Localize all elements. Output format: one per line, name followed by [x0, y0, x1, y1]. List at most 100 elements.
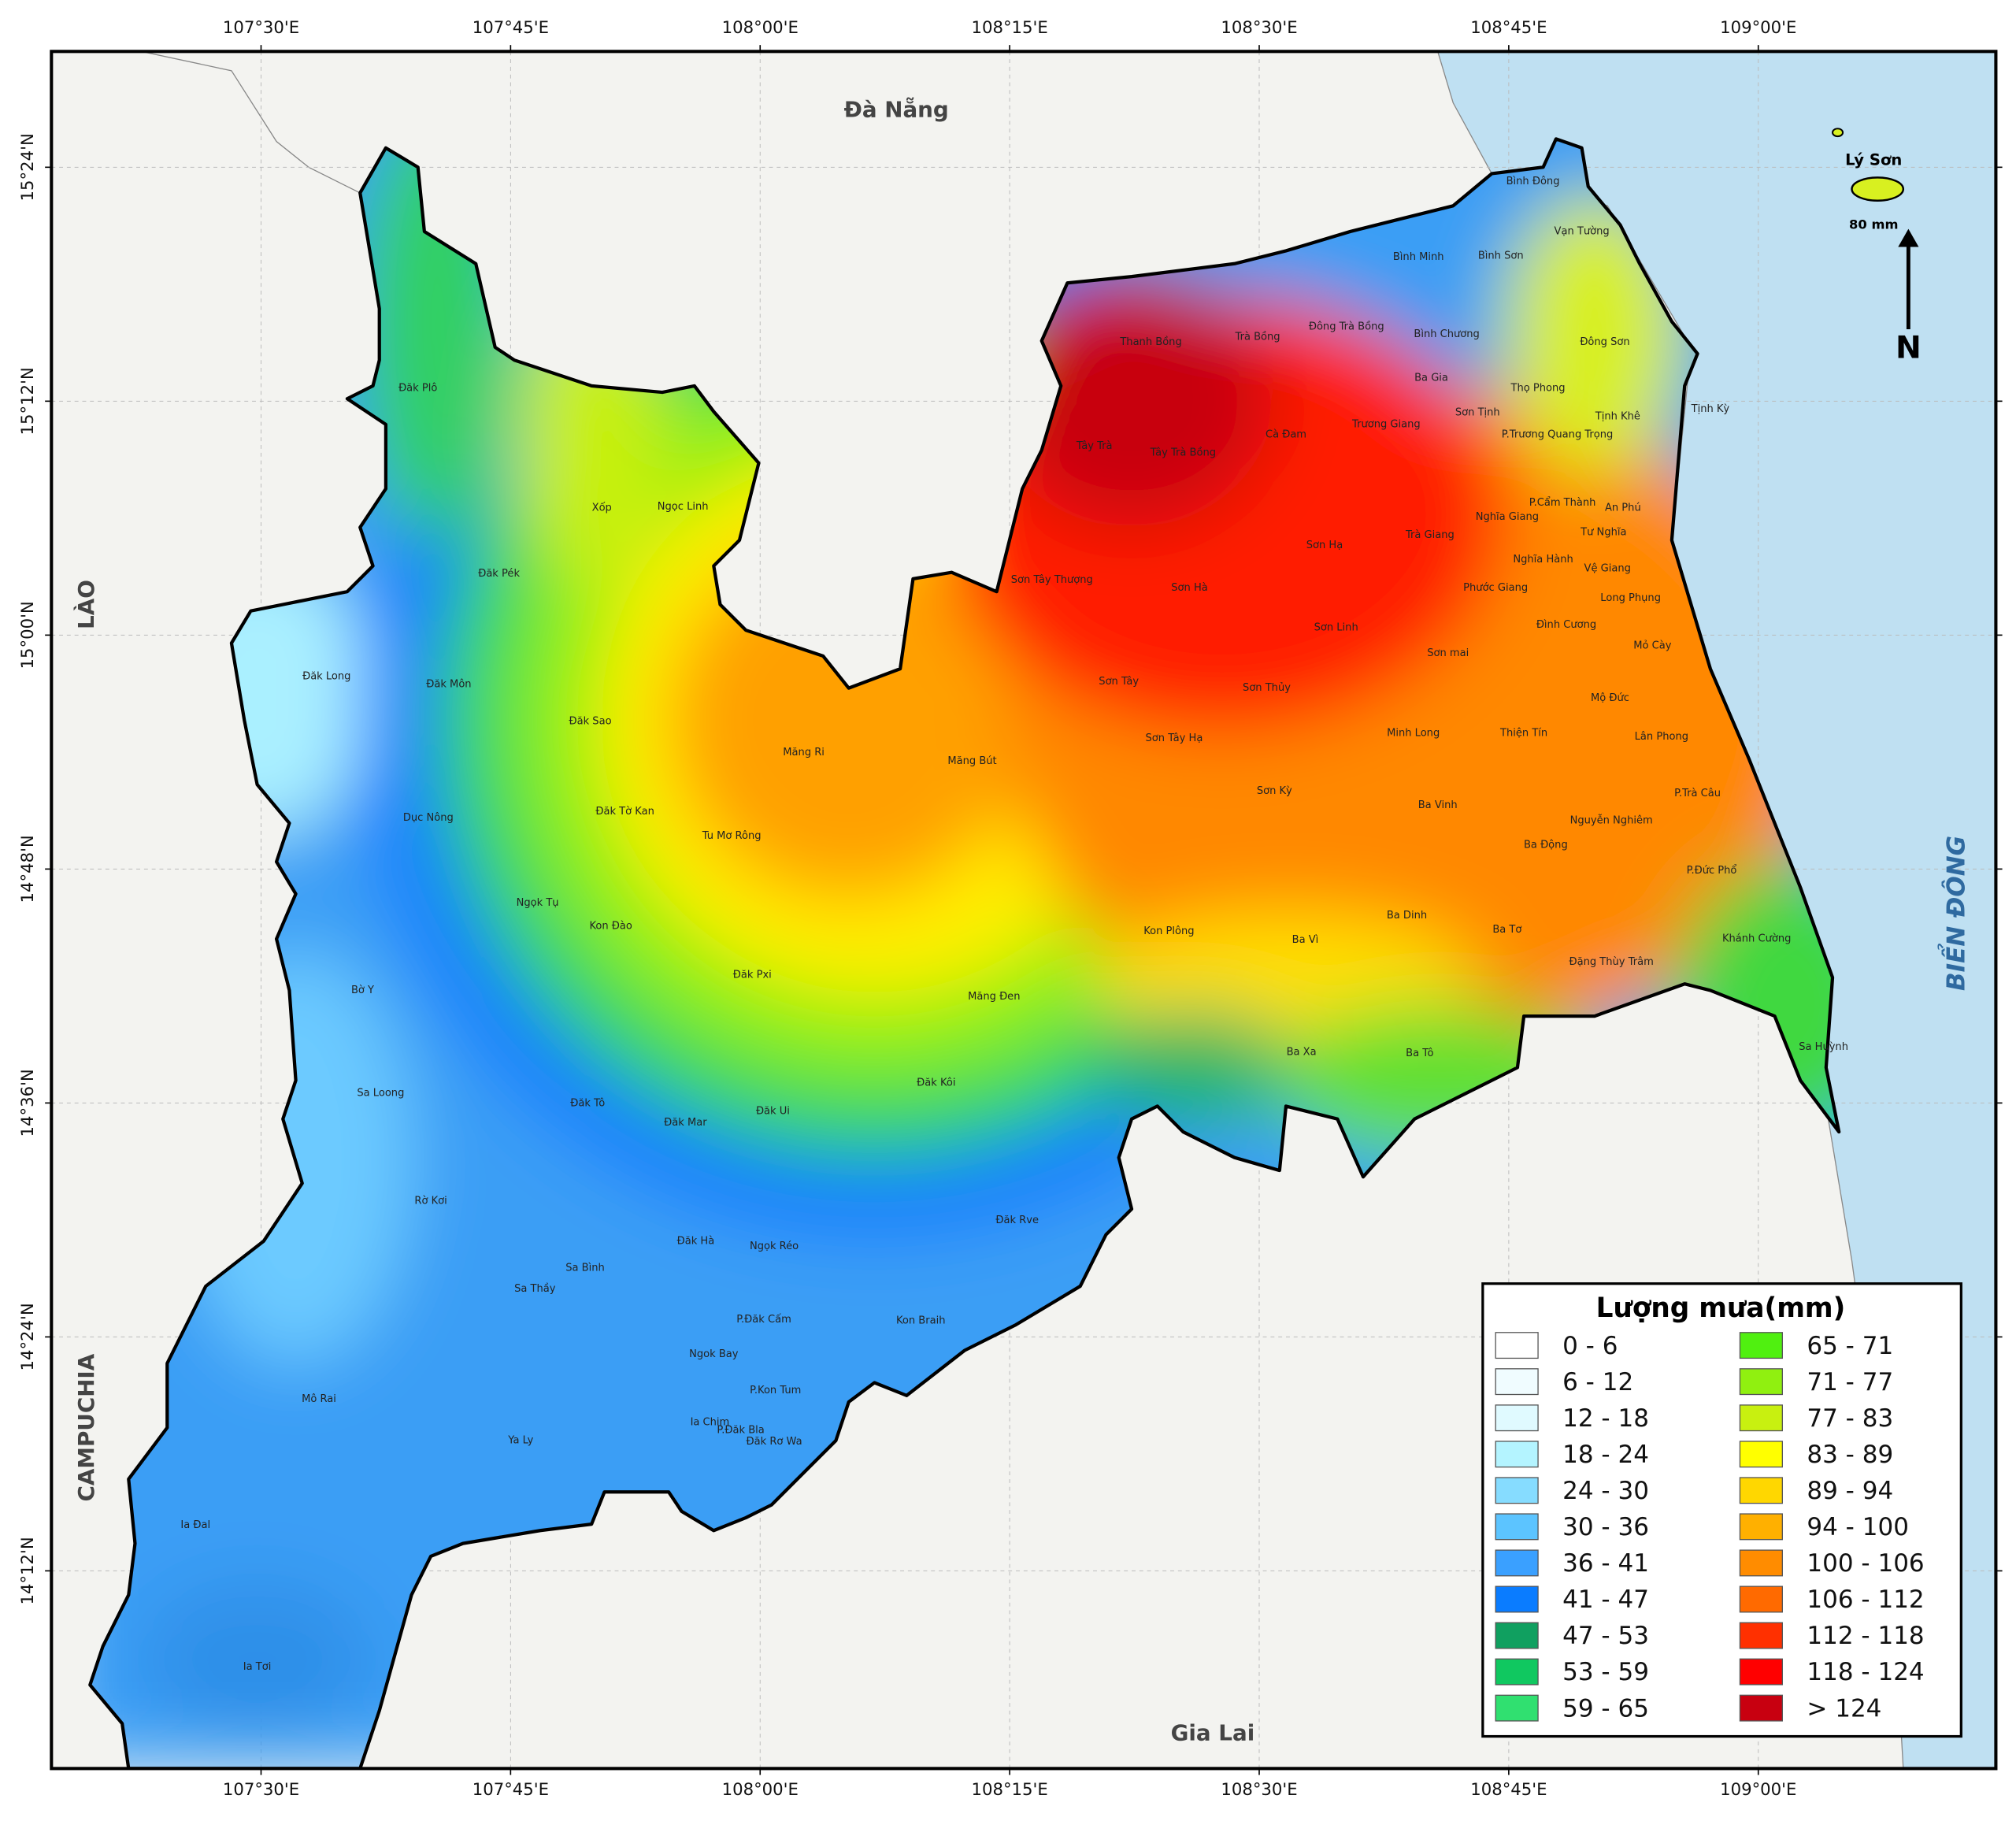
- commune-label: P.Kon Tum: [750, 1385, 801, 1396]
- commune-label: Nghĩa Giang: [1476, 511, 1539, 523]
- legend-label: 106 - 112: [1807, 1585, 1924, 1614]
- commune-label: Bình Sơn: [1478, 250, 1524, 261]
- x-tick-label: 108°30'E: [1221, 1780, 1297, 1800]
- labels: Đà Nẵng Gia Lai LÀO CAMPUCHIA BIỂN ĐÔNG …: [72, 95, 1970, 1745]
- legend-label: 0 - 6: [1562, 1332, 1618, 1360]
- commune-label: Đăk Môn: [426, 678, 471, 690]
- commune-label: Khánh Cường: [1722, 933, 1791, 945]
- field-blob: [1093, 1009, 1299, 1126]
- legend-label: 6 - 12: [1562, 1368, 1633, 1396]
- legend-swatch: [1495, 1694, 1539, 1722]
- neighbor-label: CAMPUCHIA: [73, 1353, 99, 1501]
- legend-label: 41 - 47: [1562, 1585, 1649, 1614]
- commune-label: Tịnh Kỳ: [1691, 403, 1730, 415]
- commune-label: Tịnh Khê: [1595, 411, 1640, 423]
- commune-label: Đăk Hà: [677, 1235, 715, 1247]
- commune-label: Đông Sơn: [1580, 336, 1629, 348]
- north-arrow-label: N: [1896, 331, 1922, 366]
- commune-label: Tây Trà Bồng: [1150, 447, 1216, 458]
- commune-label: Ia Chim: [691, 1417, 730, 1429]
- legend-label: 100 - 106: [1807, 1549, 1924, 1578]
- y-tick-label: 15°12'N: [18, 367, 38, 435]
- commune-label: Vạn Tường: [1555, 225, 1610, 237]
- y-tick-label: 14°36'N: [18, 1069, 38, 1137]
- commune-label: Bình Minh: [1393, 251, 1444, 263]
- commune-label: P.Đăk Bla: [717, 1424, 764, 1436]
- legend-swatch: [1495, 1622, 1539, 1649]
- province-boundary: [88, 137, 1841, 1769]
- legend-swatch: [1739, 1694, 1783, 1722]
- legend-swatch: [1495, 1441, 1539, 1468]
- x-tick-label: 108°45'E: [1470, 18, 1547, 38]
- legend-swatch: [1495, 1549, 1539, 1577]
- y-tick-label: 15°24'N: [18, 133, 38, 201]
- legend-label: 77 - 83: [1807, 1404, 1893, 1433]
- north-arrow-head: [1898, 228, 1919, 247]
- legend-swatch: [1495, 1332, 1539, 1359]
- commune-label: Sơn Tây: [1099, 676, 1139, 688]
- commune-label: Long Phụng: [1600, 592, 1661, 604]
- field-blob: [141, 1582, 373, 1737]
- commune-label: Măng Bút: [947, 755, 996, 767]
- legend-swatch: [1739, 1477, 1783, 1504]
- legend: Lượng mưa(mm) 0 - 6 6 - 12 12 - 18 18 - 24 2…: [1481, 1282, 1962, 1738]
- commune-label: Vệ Giang: [1584, 562, 1631, 574]
- commune-label: Ba Tơ: [1492, 924, 1521, 936]
- commune-labels: Bình Đông Vạn Tường Bình Minh Bình Sơn Đông …: [180, 176, 1848, 1673]
- commune-label: Ba Động: [1524, 839, 1568, 851]
- commune-label: Sơn Kỳ: [1257, 785, 1292, 797]
- commune-label: Cà Đam: [1266, 428, 1306, 440]
- commune-label: Ia Đal: [180, 1519, 210, 1531]
- legend-swatch: [1739, 1441, 1783, 1468]
- legend-label: 47 - 53: [1562, 1622, 1649, 1650]
- commune-label: Ba Xa: [1287, 1046, 1317, 1058]
- commune-label: Đặng Thùy Trâm: [1569, 956, 1653, 968]
- legend-swatch: [1739, 1585, 1783, 1613]
- legend-box: [1481, 1282, 1962, 1738]
- country-border: [141, 51, 361, 194]
- commune-label: Thọ Phong: [1510, 383, 1566, 395]
- commune-label: Tu Mơ Rông: [702, 830, 762, 842]
- commune-label: Ba Gia: [1414, 373, 1448, 384]
- legend-label: 71 - 77: [1807, 1368, 1893, 1396]
- map-scene: Đà Nẵng Gia Lai LÀO CAMPUCHIA BIỂN ĐÔNG …: [18, 18, 2003, 1800]
- commune-label: Đăk Ui: [756, 1105, 790, 1117]
- y-tick-label: 15°00'N: [18, 601, 38, 669]
- commune-label: P.Cẩm Thành: [1529, 497, 1596, 509]
- x-tick-label: 109°00'E: [1720, 1780, 1796, 1800]
- x-tick-label: 108°15'E: [971, 1780, 1047, 1800]
- legend-swatch: [1739, 1549, 1783, 1577]
- commune-label: Sơn Tây Hạ: [1146, 732, 1203, 744]
- commune-label: Mộ Đức: [1591, 692, 1629, 704]
- legend-label: 12 - 18: [1562, 1404, 1649, 1433]
- commune-label: Trà Bồng: [1235, 331, 1280, 343]
- legend-swatch: [1739, 1332, 1783, 1359]
- commune-label: Đông Trà Bồng: [1309, 321, 1384, 332]
- y-tick-label: 14°48'N: [18, 835, 38, 903]
- legend-label: 89 - 94: [1807, 1477, 1893, 1505]
- legend-label: 112 - 118: [1807, 1622, 1924, 1650]
- commune-label: Trương Giang: [1351, 418, 1421, 430]
- commune-label: Rờ Kơi: [414, 1196, 447, 1207]
- commune-label: Dục Nông: [403, 812, 454, 824]
- commune-label: Sa Bình: [565, 1263, 605, 1274]
- commune-label: Ngọk Tụ: [517, 897, 559, 909]
- legend-swatch: [1495, 1477, 1539, 1504]
- commune-label: Ngok Bay: [689, 1348, 739, 1360]
- x-tick-label: 108°45'E: [1470, 1780, 1547, 1800]
- legend-title: Lượng mưa(mm): [1596, 1293, 1846, 1324]
- commune-label: Đình Cương: [1536, 619, 1596, 631]
- y-tick-label: 14°24'N: [18, 1303, 38, 1370]
- legend-label: 53 - 59: [1562, 1658, 1649, 1686]
- x-tick-label: 108°15'E: [971, 18, 1047, 38]
- commune-label: Nghĩa Hành: [1513, 554, 1573, 566]
- commune-label: Mô Rai: [302, 1393, 336, 1405]
- commune-label: Lân Phong: [1635, 731, 1688, 743]
- commune-label: Sa Thầy: [514, 1283, 556, 1295]
- commune-label: Đăk Plô: [398, 383, 437, 395]
- commune-label: Ba Tô: [1406, 1048, 1433, 1059]
- map-frame: [50, 50, 1998, 1771]
- x-tick-label: 107°45'E: [472, 1780, 549, 1800]
- legend-swatch: [1739, 1658, 1783, 1686]
